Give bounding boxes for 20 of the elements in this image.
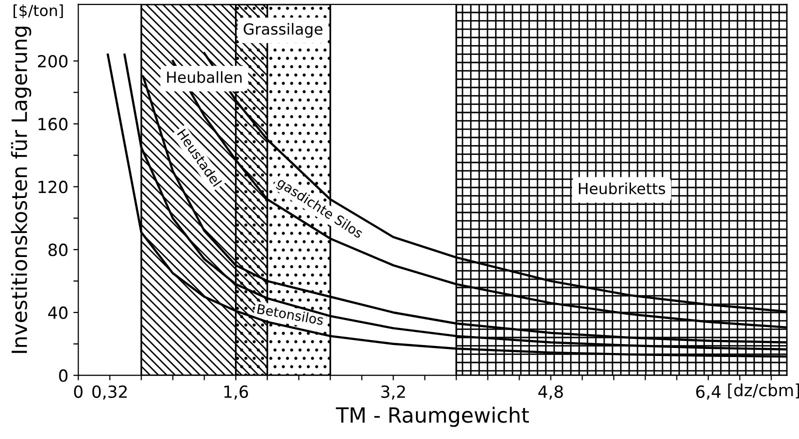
x-axis-title: TM - Raumgewicht bbox=[336, 406, 529, 427]
x-tick-label: 1,6 bbox=[224, 385, 248, 400]
y-tick-label: 160 bbox=[38, 118, 68, 130]
y-tick-label: 200 bbox=[38, 54, 68, 68]
band-label: Grassilage bbox=[244, 22, 322, 38]
annotation: Betonsilos bbox=[257, 304, 324, 326]
y-tick-label: 40 bbox=[48, 306, 68, 320]
x-tick-label: 6,4 bbox=[696, 385, 721, 400]
text: [$/ton] bbox=[14, 4, 63, 18]
band-label: Heuballen bbox=[167, 71, 242, 84]
y-tick-label: 120 bbox=[38, 180, 68, 194]
y-tick-label: 80 bbox=[48, 244, 68, 256]
y-axis-title: Investitionskosten für Lagerung bbox=[11, 26, 32, 353]
x-tick-label: 0,32 bbox=[92, 385, 127, 400]
x-tick-label: 4,8 bbox=[538, 385, 563, 400]
x-tick-label: 3,2 bbox=[381, 385, 405, 400]
y-tick-label: 0 bbox=[59, 369, 68, 382]
band-label: Heubriketts bbox=[578, 182, 666, 194]
text: [dz/cbm] bbox=[728, 384, 799, 398]
x-tick-label: 0 bbox=[74, 385, 82, 398]
